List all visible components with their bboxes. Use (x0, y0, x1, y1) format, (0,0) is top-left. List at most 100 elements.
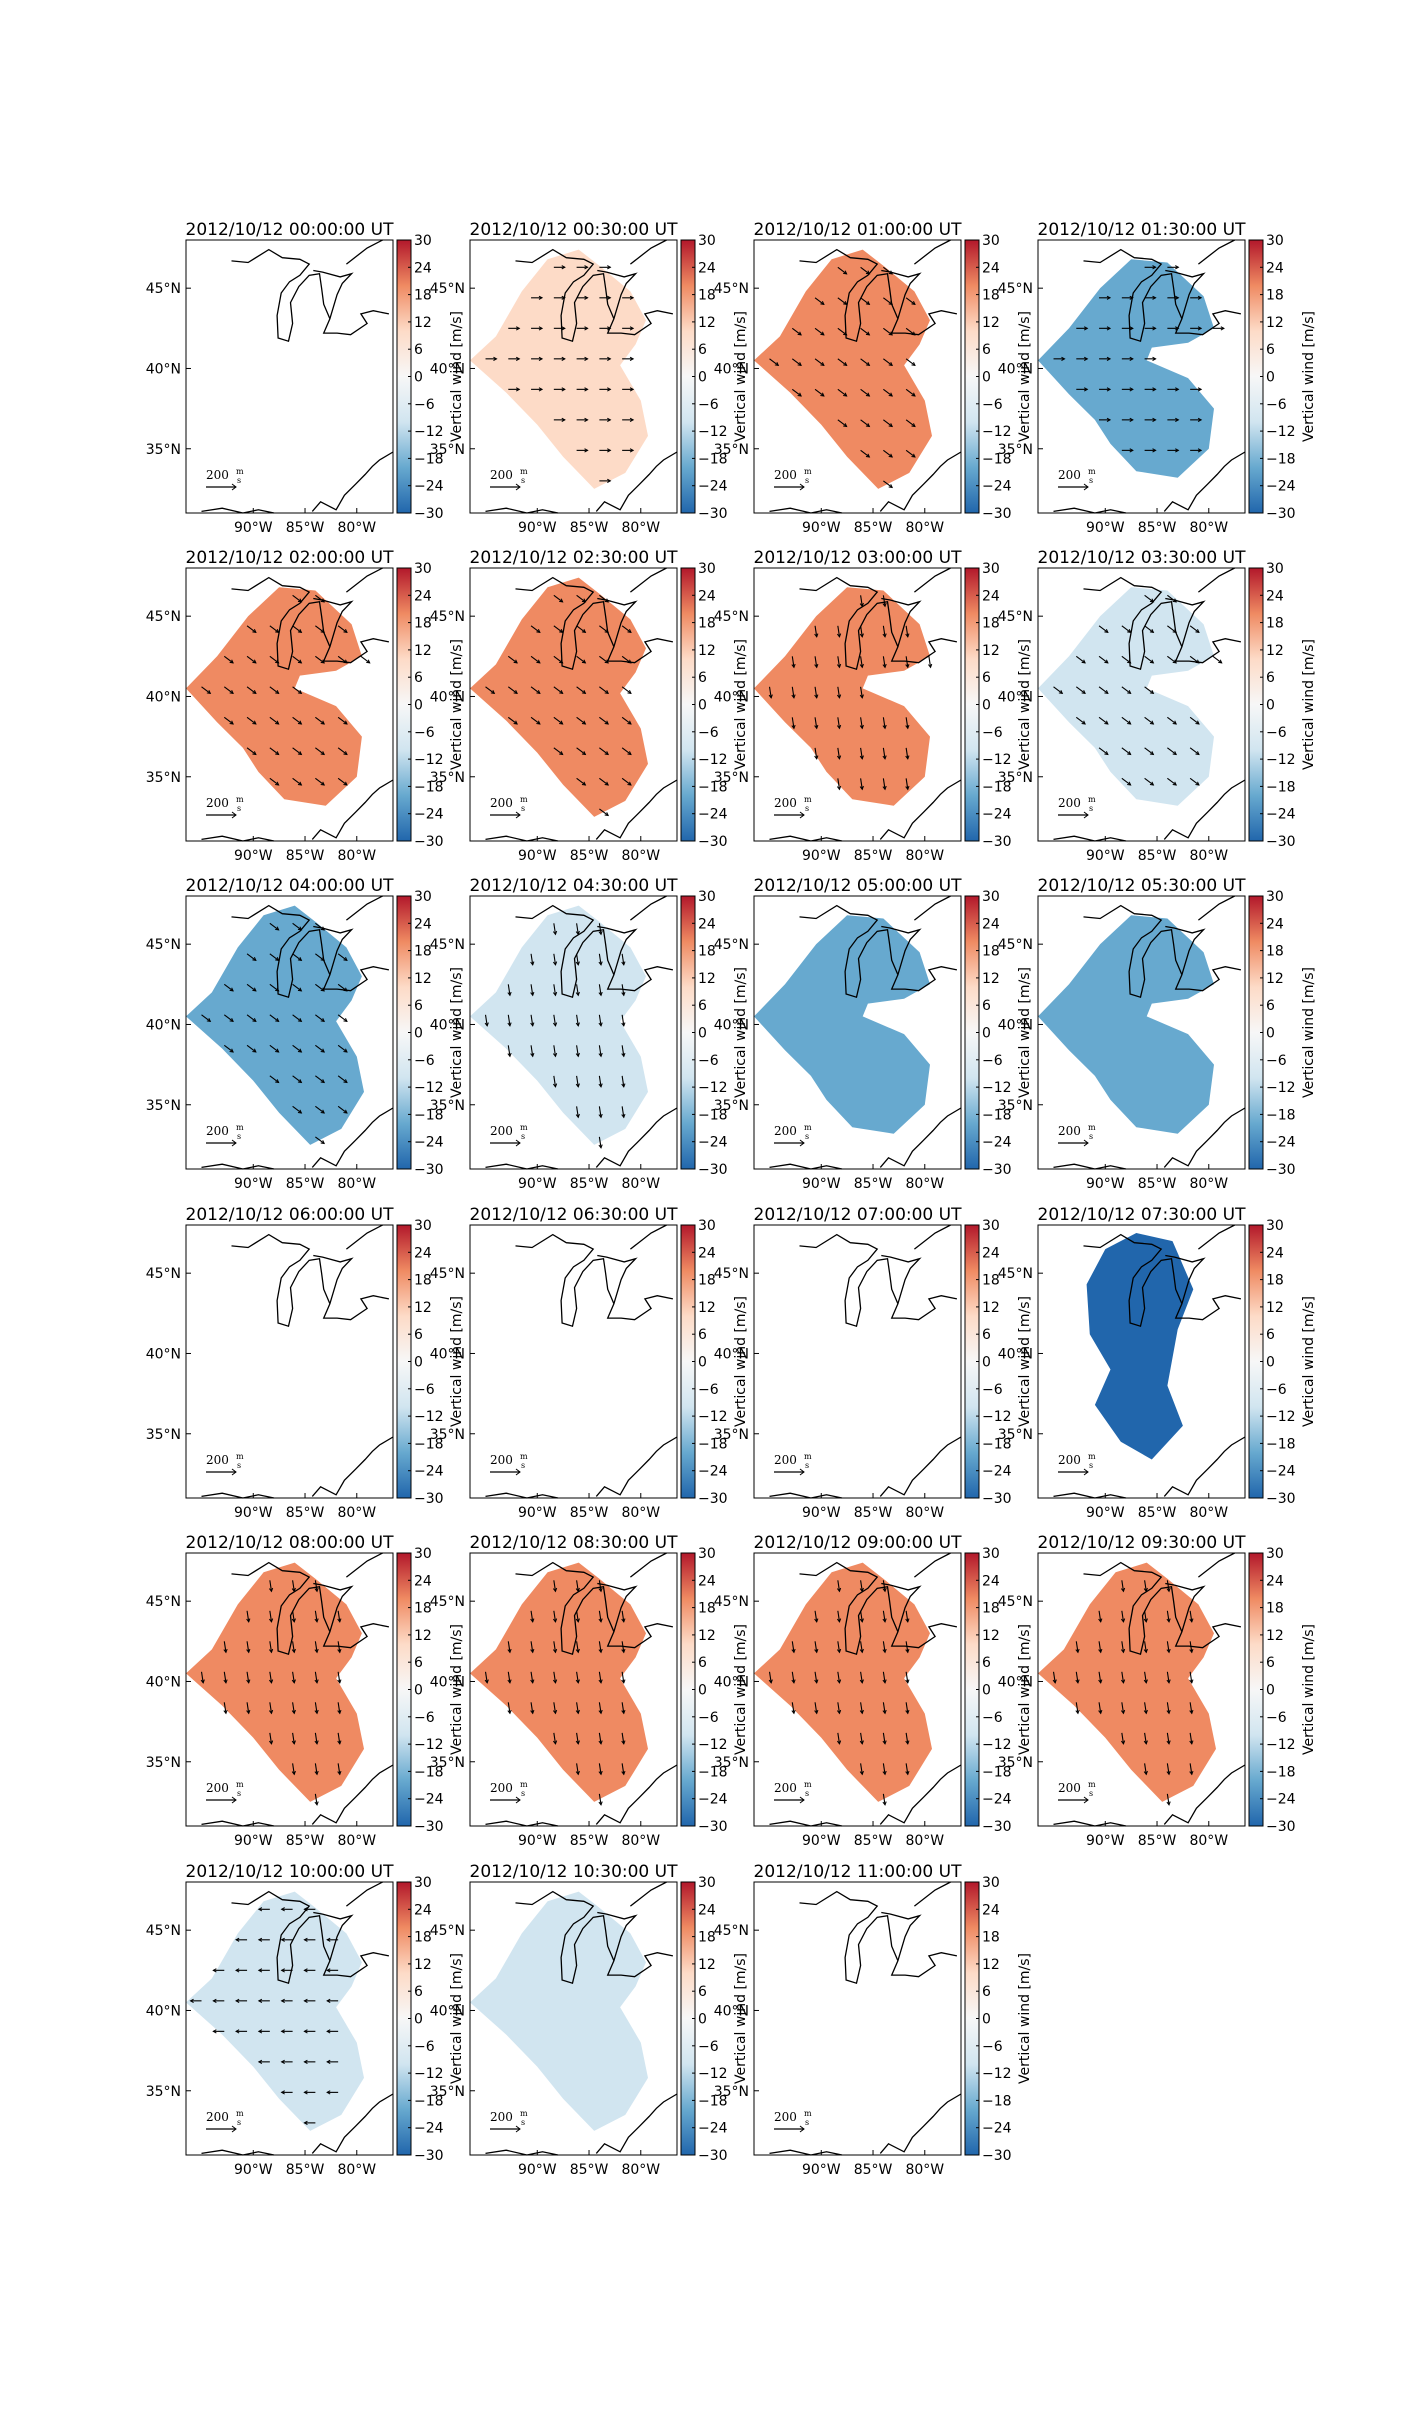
lat-tick-label: 40°N (430, 1017, 465, 1033)
wind-arrow (882, 1702, 886, 1714)
wind-arrow-head (607, 448, 612, 453)
wind-arrow-head (561, 265, 566, 270)
colorbar-label: Vertical wind [m/s] (1017, 1296, 1033, 1427)
wind-arrow (905, 625, 909, 637)
wind-arrow-head (297, 629, 303, 634)
wind-arrow-head (275, 690, 280, 695)
colorbar-tick-label: 18 (982, 1930, 1000, 1946)
wind-arrow-head (820, 392, 825, 397)
colorbar-tick-label: −24 (698, 1135, 728, 1151)
wind-arrow-head (326, 2090, 331, 2095)
wind-arrow-head (530, 1052, 535, 1058)
colorbar-tick-label: −30 (1266, 506, 1296, 522)
panel-title: 2012/10/12 00:30:00 UT (470, 220, 679, 240)
colorbar-tick-label: −18 (982, 1436, 1012, 1452)
wind-arrow-head (1120, 1740, 1126, 1745)
wind-arrow (621, 716, 632, 725)
wind-arrow-head (530, 1679, 535, 1684)
scale-unit-num: m (804, 2109, 812, 2118)
wind-arrow (883, 388, 893, 397)
scale-label: 200 (774, 796, 797, 810)
wind-arrow-head (607, 265, 612, 270)
coastline (346, 1224, 383, 1250)
colorbar-tick-label: 18 (1266, 1273, 1284, 1289)
colorbar-tick-label: 6 (698, 670, 707, 686)
wind-arrow-head (1166, 1770, 1171, 1776)
map-frame (185, 1552, 394, 1827)
wind-arrow-head (320, 781, 326, 786)
wind-arrow-head (598, 1113, 603, 1119)
lat-tick-label: 40°N (146, 1674, 181, 1690)
wind-arrow-head (843, 392, 848, 397)
wind-arrow-head (905, 1648, 910, 1654)
wind-arrow-head (1075, 1679, 1080, 1684)
coastline (881, 925, 922, 975)
colorbar-tick-label: 0 (414, 2012, 423, 2028)
lat-tick-label: 45°N (146, 281, 181, 297)
wind-arrow (576, 655, 586, 664)
wind-arrow-head (552, 961, 558, 966)
wind-arrow-head (882, 724, 887, 730)
colorbar-tick-label: 30 (698, 1218, 716, 1234)
wind-arrow (269, 1732, 273, 1744)
lon-tick-label: 85°W (570, 848, 609, 864)
wind-arrow-head (530, 961, 535, 966)
colorbar-tick-label: 6 (1266, 342, 1275, 358)
wind-arrow (530, 984, 534, 996)
map-frame (185, 1224, 394, 1499)
wind-arrow-head (1120, 1618, 1126, 1623)
wind-arrow-head (552, 1587, 558, 1593)
wind-arrow-head (604, 751, 610, 756)
colorbar-tick-label: 24 (698, 916, 716, 932)
coastline (799, 1233, 958, 1328)
wind-arrow (837, 747, 841, 759)
coastline (231, 904, 390, 999)
colorbar-tick-label: −18 (698, 451, 728, 467)
wind-arrow-head (257, 1907, 263, 1912)
wind-arrow-head (598, 991, 603, 997)
colorbar-tick-label: −18 (414, 779, 444, 795)
scale-label: 200 (206, 468, 229, 482)
wind-arrow (598, 1671, 602, 1683)
wind-arrow (598, 1075, 602, 1087)
wind-arrow-head (561, 417, 566, 422)
wind-arrow (860, 1763, 863, 1775)
wind-arrow (530, 625, 541, 633)
colorbar-tick-label: 12 (414, 1628, 432, 1644)
wind-arrow (269, 983, 279, 992)
coastline (879, 1436, 962, 1497)
wind-arrow (1167, 747, 1177, 755)
wind-arrow (905, 388, 916, 397)
colorbar-tick-label: −24 (698, 807, 728, 823)
coastline (485, 2149, 559, 2156)
scale-unit-den: s (805, 804, 809, 813)
colorbar-tick-label: 6 (982, 998, 991, 1014)
wind-arrow (269, 1044, 279, 1053)
coastline (1053, 1492, 1127, 1499)
wind-arrow-head (774, 362, 780, 367)
colorbar-tick-label: −6 (698, 397, 719, 413)
lat-tick-label: 45°N (998, 1266, 1033, 1282)
colorbar-tick-label: −6 (414, 2039, 435, 2055)
wind-arrow-head (1143, 1679, 1148, 1684)
colorbar-tick-label: −30 (982, 1819, 1012, 1835)
colorbar-tick-label: 6 (698, 1327, 707, 1343)
wind-arrow (837, 1641, 841, 1653)
wind-arrow-head (814, 755, 819, 760)
colorbar-tick-label: 0 (414, 370, 423, 386)
wind-arrow-head (1098, 1648, 1103, 1654)
wind-arrow-head (905, 633, 910, 638)
lon-tick-label: 85°W (570, 2162, 609, 2178)
coastline (485, 507, 559, 514)
wind-arrow (1144, 1641, 1147, 1653)
wind-arrow-head (1197, 417, 1203, 422)
colorbar-tick-label: 0 (982, 2012, 991, 2028)
lon-tick-label: 90°W (1086, 848, 1125, 864)
wind-arrow-head (621, 1052, 626, 1058)
lon-tick-label: 85°W (286, 1833, 325, 1849)
wind-region (754, 915, 930, 1134)
colorbar-tick-label: −24 (414, 1792, 444, 1808)
coastline (1083, 904, 1242, 999)
wind-arrow-head (484, 1022, 489, 1027)
